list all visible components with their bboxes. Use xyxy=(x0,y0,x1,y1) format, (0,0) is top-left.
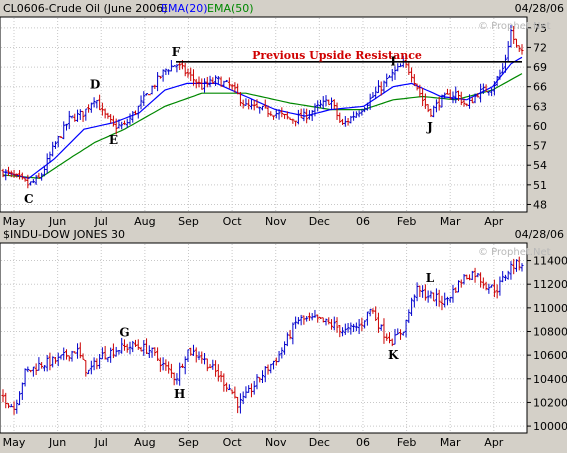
bottom-points-layer: G H K L xyxy=(119,271,434,401)
point-label-k: K xyxy=(388,348,399,362)
bottom-grid xyxy=(1,244,526,432)
top-grid xyxy=(1,18,526,211)
point-label-g: G xyxy=(119,326,129,340)
point-label-i: I xyxy=(390,55,396,69)
y-tick-label: 72 xyxy=(533,41,547,54)
x-tick-label: Apr xyxy=(484,436,504,449)
y-tick-label: 10800 xyxy=(533,325,567,338)
x-tick-label: Oct xyxy=(223,215,243,228)
y-tick-label: 11000 xyxy=(533,302,567,315)
top-ema20-label: EMA(20) xyxy=(161,2,208,15)
x-tick-label: 06 xyxy=(356,215,370,228)
x-tick-label: Jun xyxy=(48,215,66,228)
point-label-f: F xyxy=(172,45,181,59)
y-tick-label: 69 xyxy=(533,61,547,74)
x-tick-label: Jul xyxy=(94,436,108,449)
x-tick-label: Dec xyxy=(309,215,330,228)
top-ema20-layer xyxy=(2,56,523,179)
point-label-h: H xyxy=(174,387,185,401)
x-tick-label: Feb xyxy=(397,436,416,449)
x-tick-label: Sep xyxy=(178,215,199,228)
x-tick-label: Aug xyxy=(134,436,155,449)
top-symbol: CL0606-Crude Oil (June 2006) xyxy=(3,2,168,15)
x-tick-label: May xyxy=(3,215,26,228)
y-tick-label: 57 xyxy=(533,140,547,153)
top-yticks: 48 51 54 57 60 63 66 69 72 75 xyxy=(527,22,547,211)
x-tick-label: Aug xyxy=(134,215,155,228)
top-ema50-label: EMA(50) xyxy=(207,2,254,15)
top-date: 04/28/06 xyxy=(515,2,564,15)
x-tick-label: Feb xyxy=(397,215,416,228)
x-tick-label: Mar xyxy=(440,436,461,449)
top-panel-bg xyxy=(0,17,527,212)
point-label-j: J xyxy=(426,120,433,134)
point-label-d: D xyxy=(90,78,100,92)
y-tick-label: 10600 xyxy=(533,349,567,362)
bottom-symbol: $INDU-DOW JONES 30 xyxy=(3,228,125,241)
top-resistance-layer: Previous Upside Resistance xyxy=(176,49,522,63)
ema50-line xyxy=(2,73,523,179)
y-tick-label: 51 xyxy=(533,179,547,192)
x-tick-label: Mar xyxy=(440,215,461,228)
x-tick-label: Nov xyxy=(265,215,287,228)
x-tick-label: Nov xyxy=(265,436,287,449)
bottom-xticks: May Jun Jul Aug Sep Oct Nov Dec 06 Feb Mar Apr xyxy=(3,436,504,449)
top-points-layer: C D E F I J xyxy=(24,45,433,206)
top-panel-frame xyxy=(0,16,528,213)
bottom-panel-bg xyxy=(0,243,527,433)
y-tick-label: 48 xyxy=(533,198,547,211)
y-tick-label: 10400 xyxy=(533,373,567,386)
resistance-label: Previous Upside Resistance xyxy=(252,49,422,62)
y-tick-label: 75 xyxy=(533,22,547,35)
y-tick-label: 63 xyxy=(533,100,547,113)
x-tick-label: Dec xyxy=(309,436,330,449)
y-tick-label: 66 xyxy=(533,81,547,94)
x-tick-label: 06 xyxy=(356,436,370,449)
x-tick-label: Apr xyxy=(484,215,504,228)
y-tick-label: 54 xyxy=(533,159,547,172)
y-tick-label: 11200 xyxy=(533,278,567,291)
x-tick-label: Oct xyxy=(223,436,243,449)
y-tick-label: 10200 xyxy=(533,396,567,409)
bottom-yticks: 10000 10200 10400 10600 10800 11000 11200 11400 xyxy=(527,255,567,433)
bottom-watermark: © Prophet.Net xyxy=(478,247,551,258)
top-watermark: © Prophet.Net xyxy=(478,21,551,32)
point-label-e: E xyxy=(109,133,118,147)
x-tick-label: May xyxy=(3,436,26,449)
bottom-date: 04/28/06 xyxy=(515,228,564,241)
top-xticks: May Jun Jul Aug Sep Oct Nov Dec 06 Feb Mar Apr xyxy=(3,215,504,228)
top-bars-layer xyxy=(1,25,524,189)
y-tick-label: 11400 xyxy=(533,255,567,268)
x-tick-label: Jun xyxy=(48,436,66,449)
point-label-l: L xyxy=(426,271,435,285)
ema20-line xyxy=(2,56,523,179)
y-tick-label: 10000 xyxy=(533,420,567,433)
bottom-bars-layer xyxy=(1,256,524,415)
top-ema50-layer xyxy=(2,73,523,179)
x-tick-label: Jul xyxy=(94,215,108,228)
point-label-c: C xyxy=(24,192,34,206)
bottom-panel-frame xyxy=(0,242,528,434)
y-tick-label: 60 xyxy=(533,120,547,133)
x-tick-label: Sep xyxy=(178,436,199,449)
